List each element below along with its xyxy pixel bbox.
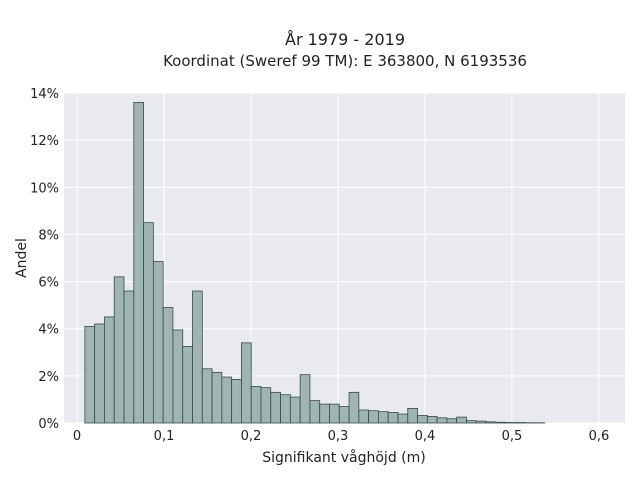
histogram-bar <box>104 317 114 423</box>
histogram-bar <box>183 346 193 423</box>
x-axis-ticks: 0 0,1 0,2 0,3 0,4 0,5 0,6 <box>73 429 609 444</box>
histogram-bar <box>339 407 349 424</box>
histogram-bar <box>134 102 144 423</box>
x-tick-label: 0,4 <box>415 429 436 444</box>
y-tick-label: 4% <box>38 323 59 338</box>
chart-title-line2: Koordinat (Sweref 99 TM): E 363800, N 61… <box>163 52 527 70</box>
histogram-bar <box>329 404 339 423</box>
y-tick-label: 14% <box>30 87 59 102</box>
histogram-bar <box>261 388 271 423</box>
y-tick-label: 2% <box>38 370 59 385</box>
histogram-bar <box>85 326 95 423</box>
histogram-bar <box>369 411 379 423</box>
histogram-bar <box>124 291 134 423</box>
x-tick-label: 0,5 <box>502 429 523 444</box>
x-tick-label: 0,2 <box>241 429 262 444</box>
histogram-bar <box>388 412 398 423</box>
y-tick-label: 8% <box>38 228 59 243</box>
histogram-bar <box>271 392 281 423</box>
histogram-bar <box>193 291 203 423</box>
histogram-bar <box>251 386 261 423</box>
y-tick-label: 6% <box>38 276 59 291</box>
histogram-bar <box>202 369 212 423</box>
histogram-bar <box>418 415 428 423</box>
histogram-bar <box>300 375 310 423</box>
histogram-bar <box>457 417 467 423</box>
histogram-bar <box>290 397 300 423</box>
histogram-bar <box>437 418 447 423</box>
histogram-bar <box>496 422 506 423</box>
histogram-bar <box>320 404 330 423</box>
histogram-bar <box>408 408 418 423</box>
histogram-bar <box>241 343 251 423</box>
histogram-bar <box>378 412 388 423</box>
histogram-bar <box>163 308 173 424</box>
histogram-bar <box>398 414 408 423</box>
x-axis-label: Signifikant våghöjd (m) <box>262 449 425 466</box>
histogram-bar <box>349 392 359 423</box>
histogram-bar <box>173 330 183 423</box>
histogram-bar <box>212 372 222 423</box>
x-tick-label: 0,1 <box>154 429 175 444</box>
histogram-bar <box>281 395 291 423</box>
x-tick-label: 0,3 <box>328 429 349 444</box>
histogram-bar <box>114 277 124 423</box>
y-axis-label: Andel <box>14 238 30 278</box>
histogram-bar <box>476 421 486 423</box>
histogram-bar <box>222 377 232 423</box>
histogram-bar <box>466 421 476 423</box>
chart-title-line1: År 1979 - 2019 <box>285 30 405 49</box>
x-tick-label: 0,6 <box>589 429 610 444</box>
y-tick-label: 0% <box>38 417 59 432</box>
histogram-bar <box>427 416 437 423</box>
histogram-bar <box>359 410 369 423</box>
histogram-bar <box>232 379 242 423</box>
x-tick-label: 0 <box>73 429 81 444</box>
y-tick-label: 10% <box>30 181 59 196</box>
y-axis-ticks: 0% 2% 4% 6% 8% 10% 12% 14% <box>30 87 59 432</box>
histogram-bar <box>310 401 320 423</box>
histogram-bar <box>447 419 457 423</box>
histogram-bar <box>153 262 163 423</box>
histogram-bar <box>95 324 105 423</box>
y-tick-label: 12% <box>30 134 59 149</box>
histogram-bar <box>486 422 496 423</box>
histogram-bar <box>144 223 154 423</box>
